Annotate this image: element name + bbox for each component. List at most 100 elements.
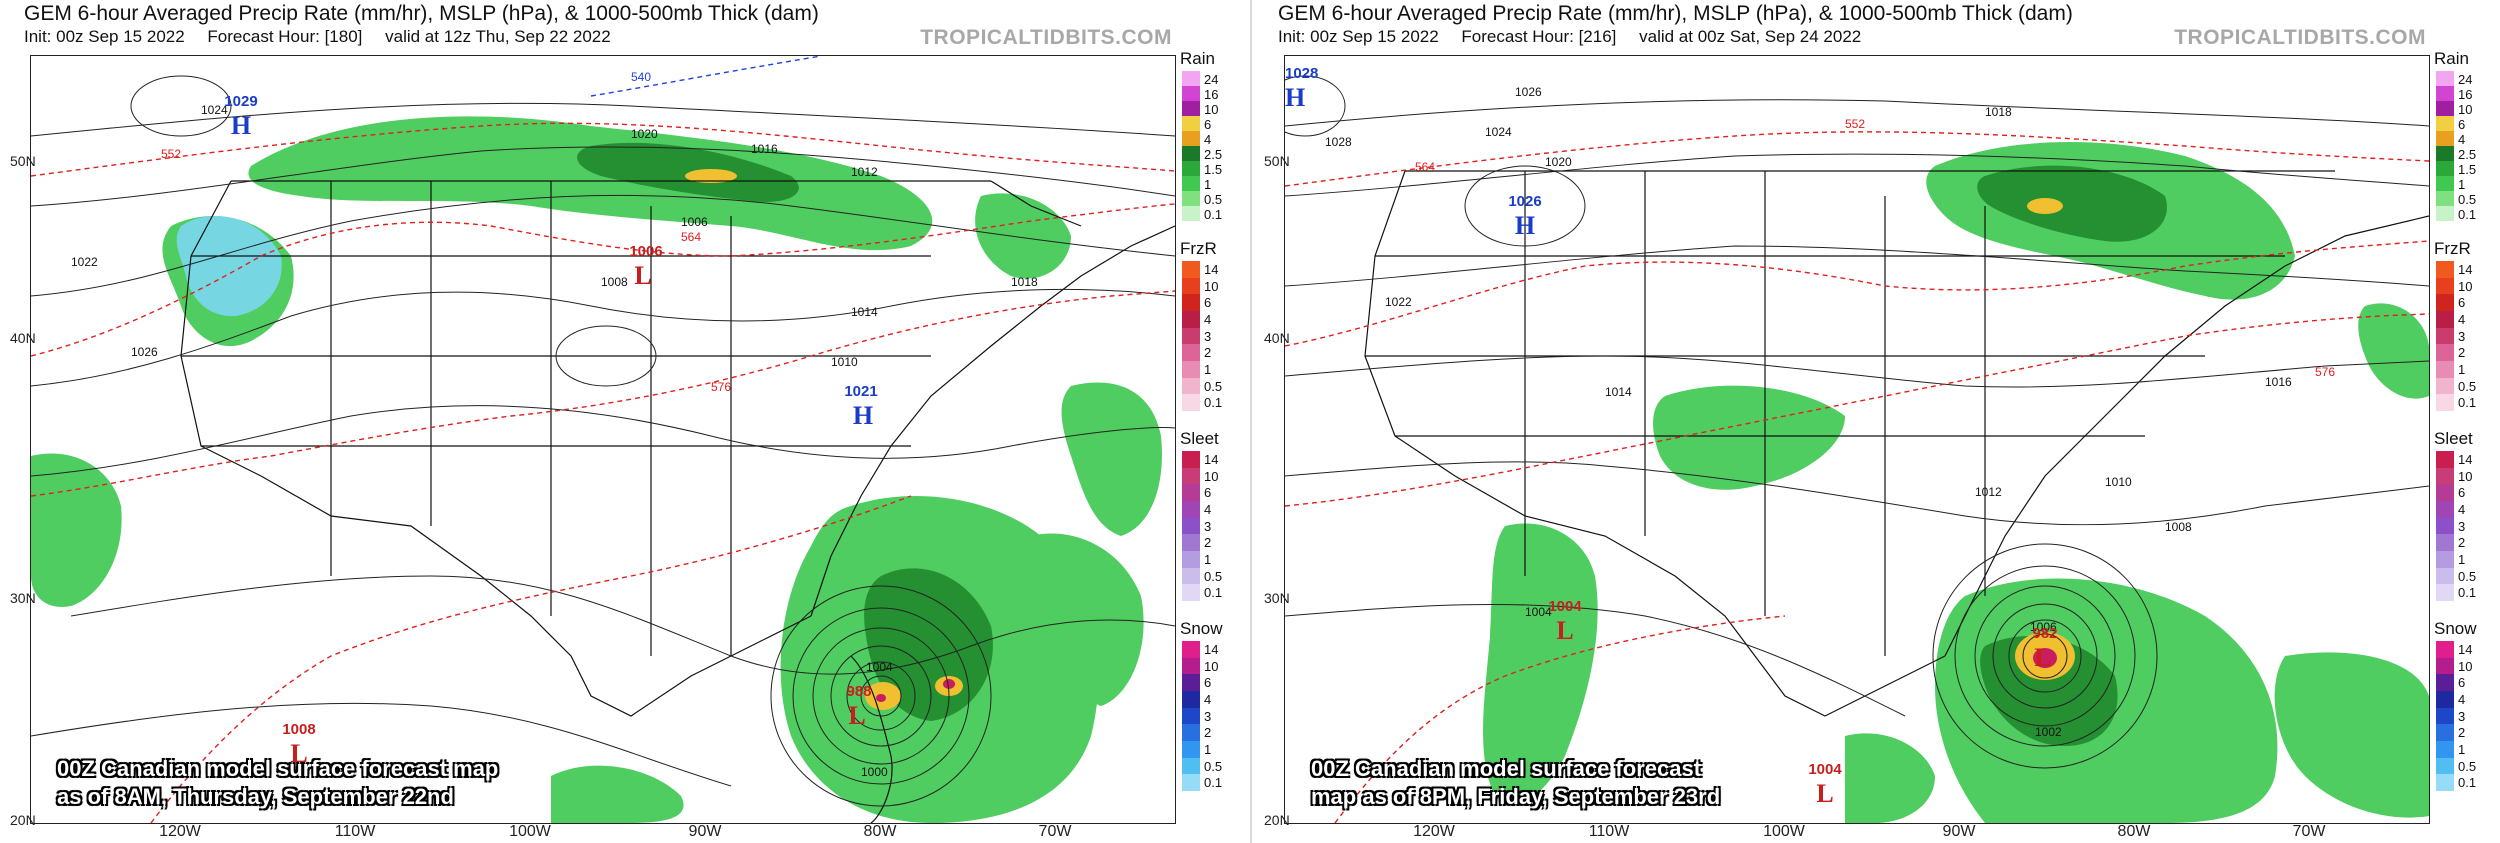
- thickness-label: 564: [1415, 160, 1435, 174]
- legend-swatch: [2436, 176, 2454, 191]
- legend-tick: 14: [1204, 262, 1219, 277]
- legend-swatch: [2436, 277, 2454, 295]
- lat-label: 40N: [10, 330, 36, 346]
- legend-swatch: [2436, 550, 2454, 568]
- lon-label: 110W: [1588, 823, 1630, 840]
- legend-colorbar-frzr: [2436, 261, 2454, 411]
- legend-tick: 10: [2458, 278, 2473, 294]
- lat-label: 20N: [1264, 812, 1290, 828]
- legend-title-snow: Snow: [2434, 619, 2477, 638]
- thickness-label: 540: [631, 70, 651, 84]
- legend-tick: 2: [1204, 725, 1212, 741]
- legend-swatch: [1182, 641, 1200, 658]
- legend-tick: 3: [2458, 328, 2466, 344]
- lon-label: 80W: [2117, 823, 2151, 840]
- legend-tick: 16: [1204, 87, 1219, 102]
- legend-tick: 0.1: [1204, 585, 1223, 601]
- thickness-label: 564: [681, 230, 701, 244]
- legend-swatch: [1182, 707, 1200, 725]
- legend-swatch: [1182, 500, 1200, 518]
- legend-swatch: [2436, 394, 2454, 411]
- legend-tick: 0.5: [2458, 568, 2477, 584]
- weather-map[interactable]: 1024 1020 1016 1012 1008 1014 1018 1022 …: [1284, 55, 2430, 824]
- isobar-label: 1026: [1515, 85, 1542, 99]
- init-time: Init: 00z Sep 15 2022: [1278, 27, 1439, 46]
- legend-swatch: [1182, 261, 1200, 278]
- forecast-hour: Forecast Hour: [180]: [207, 27, 363, 46]
- isobar-label: 1004: [866, 660, 893, 674]
- legend-swatch: [1182, 327, 1200, 345]
- map-caption-line-1: 00Z Canadian model surface forecast map: [57, 756, 499, 781]
- legend-tick: 3: [2458, 708, 2466, 724]
- high-pressure-marker: H: [1285, 83, 1305, 112]
- map-subtitle: Init: 00z Sep 15 2022 Forecast Hour: [18…: [24, 27, 629, 47]
- legend-swatch: [2436, 657, 2454, 675]
- lon-label: 100W: [509, 823, 551, 840]
- forecast-panel-right: GEM 6-hour Averaged Precip Rate (mm/hr),…: [1264, 0, 2498, 843]
- isobar-label: 1024: [201, 103, 228, 117]
- legend-swatch: [1182, 774, 1200, 791]
- legend-tick: 2: [1204, 535, 1212, 551]
- isobar-label: 1008: [2165, 520, 2192, 534]
- legend-tick: 6: [1204, 295, 1212, 311]
- legend-tick: 4: [2458, 132, 2466, 147]
- isobar-label: 1020: [631, 127, 658, 141]
- legend-swatch: [1182, 394, 1200, 411]
- pressure-value: 1004: [1548, 598, 1582, 615]
- legend-tick: 1: [1204, 742, 1212, 757]
- low-pressure-marker: L: [1556, 616, 1573, 645]
- legend-tick: 3: [1204, 708, 1212, 724]
- legend-swatch: [2436, 641, 2454, 658]
- legend-swatch: [1182, 146, 1200, 161]
- legend-tick: 0.5: [1204, 378, 1223, 394]
- isobar-label: 1002: [2035, 725, 2062, 739]
- isobar-label: 1014: [851, 305, 878, 319]
- legend-swatch: [1182, 534, 1200, 551]
- lat-label: 50N: [1264, 153, 1290, 169]
- lon-label: 100W: [1763, 823, 1805, 840]
- pressure-value: 1004: [1808, 761, 1842, 778]
- legend-swatch: [1182, 206, 1200, 221]
- pressure-centers: 1029 H 1006 L 1021 H 988 L 1008 L: [224, 93, 877, 768]
- map-title: GEM 6-hour Averaged Precip Rate (mm/hr),…: [24, 2, 819, 25]
- legend-tick: 10: [1204, 278, 1219, 294]
- legend-tick: 4: [2458, 312, 2466, 327]
- lat-label: 40N: [1264, 330, 1290, 346]
- legend-tick: 2: [2458, 345, 2466, 361]
- pressure-value: 1021: [844, 383, 877, 400]
- isobar-label: 1014: [1605, 385, 1632, 399]
- legend-tick: 6: [2458, 485, 2466, 501]
- legend-swatch: [1182, 657, 1200, 675]
- weather-map[interactable]: 1024 1020 1016 1012 1008 1014 1018 1022 …: [30, 55, 1176, 824]
- map-graphic: 1024 1020 1016 1012 1008 1014 1018 1022 …: [1285, 65, 2429, 823]
- legend-tick: 14: [1204, 642, 1219, 657]
- legend-swatch: [1182, 161, 1200, 176]
- legend-tick: 0.1: [2458, 207, 2477, 222]
- legend-colorbar-snow: [2436, 641, 2454, 791]
- legend-tick: 0.5: [2458, 378, 2477, 394]
- init-time: Init: 00z Sep 15 2022: [24, 27, 185, 46]
- isobar-label: 1022: [1385, 295, 1412, 309]
- legend-tick: 4: [2458, 692, 2466, 707]
- legend-tick: 0.1: [1204, 395, 1223, 411]
- legend-swatch: [2436, 294, 2454, 311]
- legend-tick: 14: [2458, 642, 2473, 657]
- lat-label: 30N: [10, 590, 36, 606]
- legend-swatch: [1182, 550, 1200, 568]
- legend-tick: 1: [1204, 177, 1212, 192]
- isobar-label: 1026: [131, 345, 158, 359]
- legend-swatch: [1182, 567, 1200, 585]
- legend-swatch: [2436, 377, 2454, 395]
- legend-tick: 0.5: [2458, 758, 2477, 774]
- pressure-value: 1029: [224, 93, 257, 110]
- legend-tick: 1: [1204, 362, 1212, 377]
- valid-time: valid at 00z Sat, Sep 24 2022: [1639, 27, 1862, 46]
- legend-swatch: [2436, 191, 2454, 206]
- isobar-label: 1010: [831, 355, 858, 369]
- lon-label: 90W: [688, 823, 722, 840]
- legend-swatch: [2436, 360, 2454, 378]
- legend-swatch: [1182, 467, 1200, 485]
- legend-tick: 10: [2458, 468, 2473, 484]
- legend-swatch: [1182, 310, 1200, 328]
- legend-tick: 2: [2458, 725, 2466, 741]
